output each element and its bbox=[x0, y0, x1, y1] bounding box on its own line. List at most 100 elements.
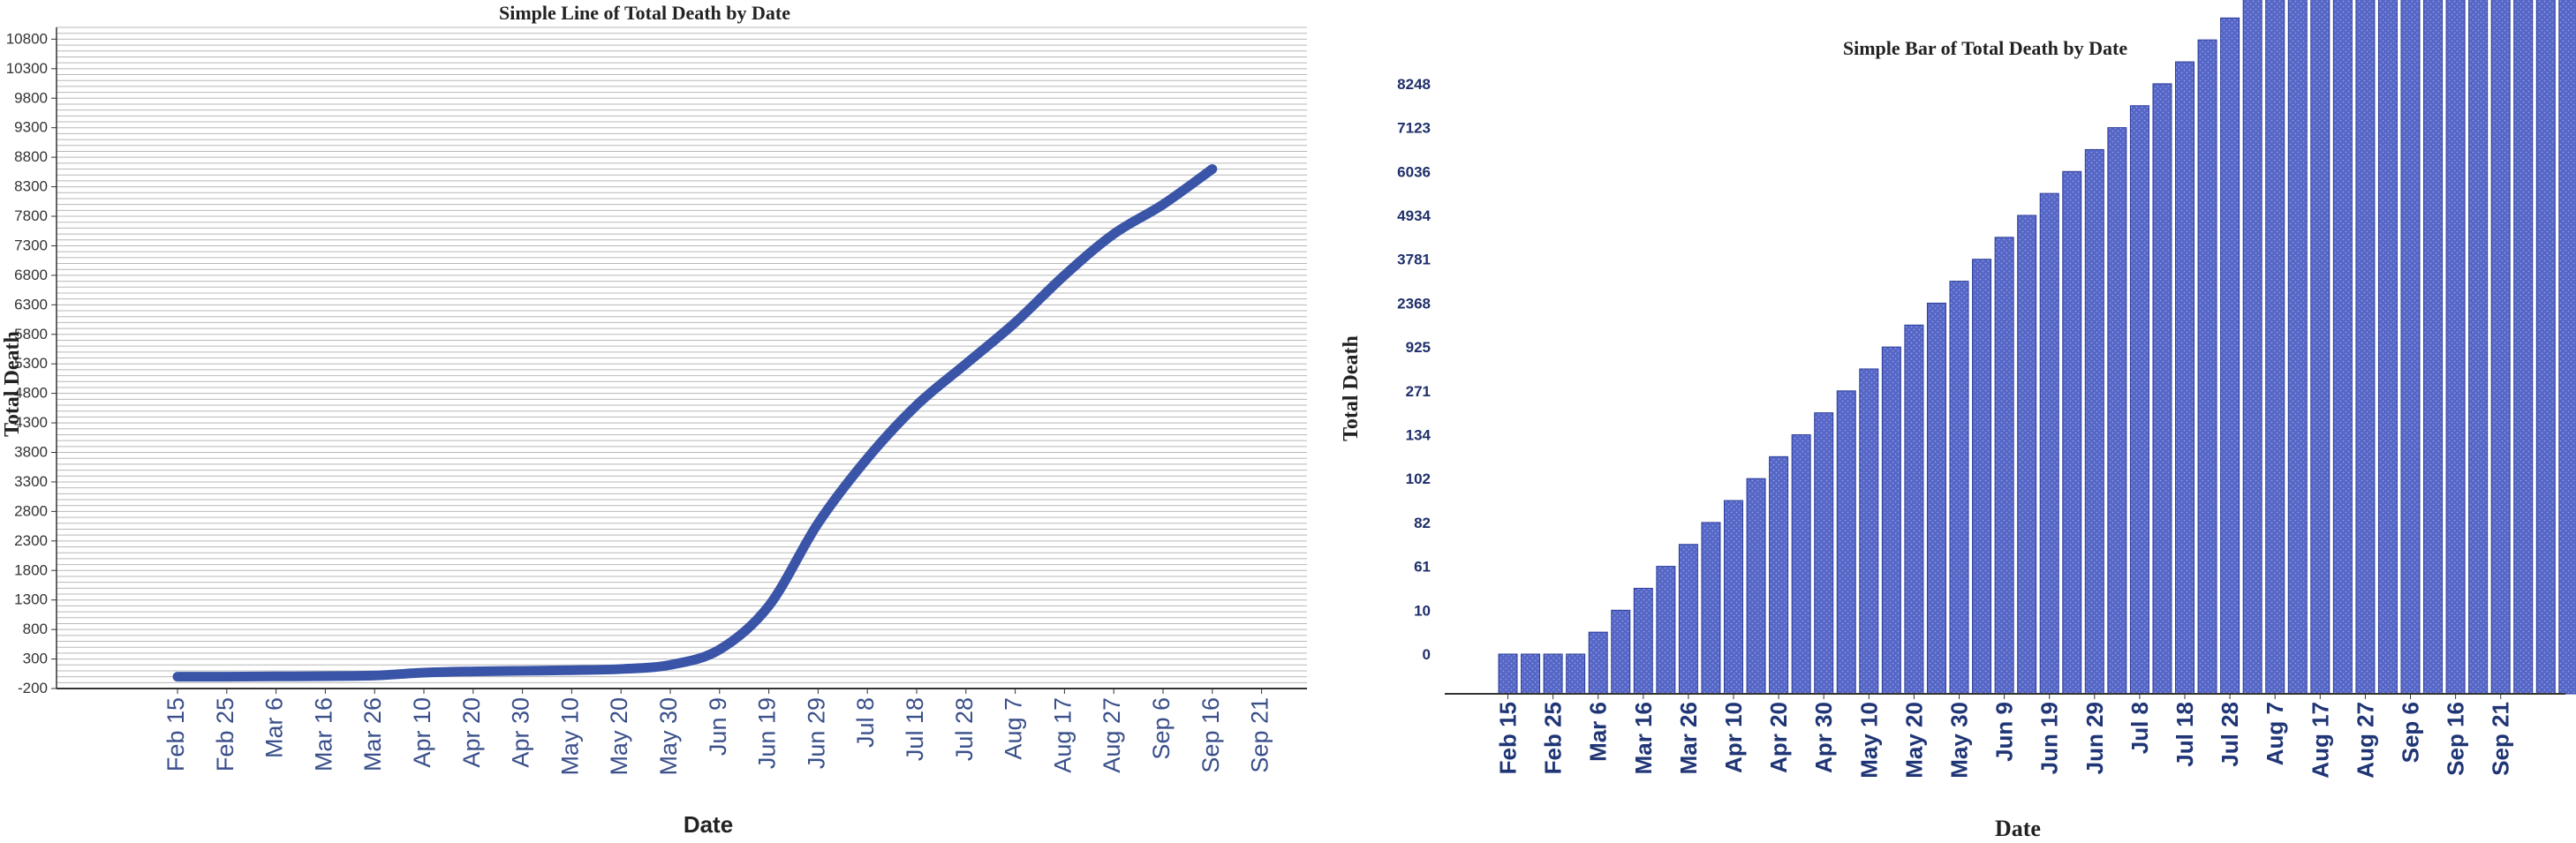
y-tick-label: 8248 bbox=[1397, 76, 1431, 93]
y-tick-label: 3800 bbox=[14, 444, 48, 461]
x-tick-label: May 10 bbox=[1855, 702, 1882, 779]
x-tick-label: Apr 20 bbox=[1765, 702, 1792, 773]
x-tick-label: Feb 15 bbox=[162, 697, 189, 771]
bar bbox=[2017, 215, 2037, 695]
bar-chart: 0 10 61 82 102 134 271 925 2368 3781 4934 6036 7123 8… bbox=[1340, 0, 2576, 841]
bar bbox=[1724, 500, 1743, 695]
bar-chart-y-ticks: 0 10 61 82 102 134 271 925 2368 3781 4934 6036 7123 8… bbox=[1397, 76, 1431, 663]
bar bbox=[1926, 302, 1946, 695]
bar bbox=[2039, 192, 2059, 695]
bar bbox=[2220, 17, 2240, 695]
bar bbox=[2558, 0, 2576, 695]
x-tick-label: Apr 20 bbox=[458, 697, 485, 768]
x-tick-label: May 20 bbox=[1900, 702, 1927, 779]
line-chart: -200 300 800 1300 1800 2300 2800 3300 3800 4300 48… bbox=[1, 2, 1307, 838]
line-chart-x-ticks: Feb 15 Feb 25 Mar 6 Mar 16 Mar 26 Apr 10 Apr 2… bbox=[162, 689, 1273, 776]
x-tick-label: Apr 30 bbox=[508, 697, 534, 768]
x-tick-label: Mar 26 bbox=[1675, 702, 1702, 774]
y-tick-label: 0 bbox=[1423, 646, 1431, 663]
bar bbox=[1521, 653, 1541, 695]
bar bbox=[2152, 83, 2172, 695]
bar bbox=[2175, 61, 2195, 695]
bar bbox=[2310, 0, 2330, 695]
x-tick-label: Jul 8 bbox=[852, 697, 879, 748]
y-tick-label: 82 bbox=[1414, 515, 1431, 531]
y-tick-label: 8300 bbox=[14, 178, 48, 195]
x-tick-label: Aug 27 bbox=[1099, 697, 1125, 773]
y-tick-label: 6800 bbox=[14, 267, 48, 283]
x-tick-label: Aug 7 bbox=[1001, 697, 1027, 760]
y-tick-label: 1800 bbox=[14, 561, 48, 578]
bar bbox=[1836, 390, 1856, 695]
bar bbox=[1746, 478, 1766, 695]
x-tick-label: Jul 28 bbox=[951, 697, 978, 761]
x-tick-label: Feb 25 bbox=[212, 697, 238, 771]
bar bbox=[2062, 170, 2082, 695]
x-tick-label: Sep 6 bbox=[1148, 697, 1175, 760]
x-tick-label: May 20 bbox=[606, 697, 632, 776]
series-line bbox=[172, 164, 1218, 682]
x-tick-label: Mar 16 bbox=[310, 697, 336, 771]
bar bbox=[1994, 237, 2014, 695]
x-tick-label: Jun 19 bbox=[754, 697, 781, 769]
bar bbox=[1972, 259, 1992, 695]
y-tick-label: 4800 bbox=[14, 385, 48, 402]
x-tick-label: Jul 18 bbox=[902, 697, 928, 761]
bar bbox=[1588, 631, 1608, 695]
line-chart-y-ticks: -200 300 800 1300 1800 2300 2800 3300 3800 4300 48… bbox=[6, 30, 57, 696]
y-tick-label: 300 bbox=[23, 651, 48, 667]
bar bbox=[2287, 0, 2308, 695]
bar bbox=[2265, 0, 2285, 695]
x-tick-label: Mar 16 bbox=[1630, 702, 1657, 774]
y-tick-label: 6300 bbox=[14, 296, 48, 312]
x-tick-label: Jun 29 bbox=[803, 697, 829, 769]
y-tick-label: 5300 bbox=[14, 355, 48, 372]
x-tick-label: Mar 6 bbox=[261, 697, 288, 758]
y-tick-label: 1300 bbox=[14, 591, 48, 608]
bar bbox=[2084, 148, 2104, 695]
x-tick-label: May 30 bbox=[1946, 702, 1973, 779]
x-tick-label: Jul 8 bbox=[2127, 702, 2153, 754]
x-tick-label: May 30 bbox=[655, 697, 682, 776]
x-tick-label: Apr 30 bbox=[1810, 702, 1837, 773]
y-tick-label: 9300 bbox=[14, 119, 48, 136]
bar-chart-y-axis-label: Total Death bbox=[1340, 335, 1363, 441]
y-tick-label: 800 bbox=[23, 621, 48, 637]
bar bbox=[2468, 0, 2489, 695]
y-tick-label: 3300 bbox=[14, 473, 48, 490]
x-tick-label: Sep 21 bbox=[1247, 697, 1273, 773]
x-tick-label: Sep 16 bbox=[2443, 702, 2469, 776]
bar bbox=[1611, 609, 1631, 695]
x-tick-label: Aug 27 bbox=[2352, 702, 2378, 779]
bar bbox=[1498, 653, 1518, 695]
bar bbox=[2535, 0, 2556, 695]
x-tick-label: Sep 6 bbox=[2398, 702, 2424, 763]
x-tick-label: Jul 18 bbox=[2172, 702, 2198, 767]
bar bbox=[1949, 281, 1969, 695]
y-tick-label: 2368 bbox=[1397, 295, 1431, 312]
y-tick-label: 7800 bbox=[14, 207, 48, 224]
bar bbox=[1656, 566, 1676, 695]
bar bbox=[2490, 0, 2511, 695]
x-tick-label: Jun 29 bbox=[2081, 702, 2108, 774]
x-tick-label: Jul 28 bbox=[2217, 702, 2243, 767]
bar bbox=[1881, 346, 1901, 695]
y-tick-label: 7300 bbox=[14, 237, 48, 253]
bar bbox=[2445, 0, 2466, 695]
y-tick-label: 9800 bbox=[14, 89, 48, 106]
bar bbox=[2107, 127, 2127, 695]
y-tick-label: 271 bbox=[1406, 383, 1431, 400]
bar bbox=[2197, 39, 2217, 695]
y-tick-label: 6036 bbox=[1397, 163, 1431, 180]
bar bbox=[2355, 0, 2376, 695]
y-tick-label: 8800 bbox=[14, 148, 48, 165]
line-chart-x-axis-label: Date bbox=[684, 811, 733, 838]
y-tick-label: 134 bbox=[1406, 427, 1432, 444]
bar bbox=[2332, 0, 2353, 695]
bar-chart-title: Simple Bar of Total Death by Date bbox=[1843, 37, 2128, 59]
y-tick-label: 2300 bbox=[14, 532, 48, 549]
y-tick-label: 102 bbox=[1406, 470, 1431, 487]
x-tick-label: May 10 bbox=[556, 697, 583, 776]
y-tick-label: 61 bbox=[1414, 559, 1431, 576]
x-tick-label: Apr 10 bbox=[1720, 702, 1747, 773]
